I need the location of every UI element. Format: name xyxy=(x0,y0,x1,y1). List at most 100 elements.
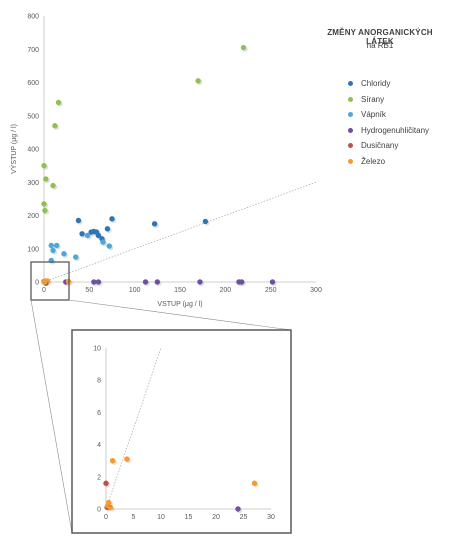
reference-line xyxy=(105,347,162,510)
x-tick-label: 100 xyxy=(129,287,141,294)
data-point xyxy=(238,279,245,285)
legend-label: Vápník xyxy=(361,110,386,120)
x-tick-label: 25 xyxy=(240,514,248,521)
series-chloridy xyxy=(75,216,210,243)
data-point xyxy=(202,218,209,225)
x-tick-label: 50 xyxy=(85,287,93,294)
x-tick-label: 0 xyxy=(42,287,46,294)
x-tick-label: 15 xyxy=(185,514,193,521)
data-point xyxy=(84,232,91,239)
data-point xyxy=(195,78,201,84)
reference-line xyxy=(43,181,317,283)
data-point xyxy=(197,279,203,285)
data-point xyxy=(41,201,47,207)
data-point xyxy=(151,221,158,227)
y-tick-label: 8 xyxy=(97,378,101,385)
data-point xyxy=(79,231,85,237)
x-tick-label: 0 xyxy=(104,514,108,521)
legend-item-chloridy: Chloridy xyxy=(348,76,429,92)
x-tick-label: 30 xyxy=(267,514,275,521)
data-point xyxy=(109,216,115,222)
zoom-region-box xyxy=(30,261,70,301)
y-tick-label: 10 xyxy=(93,346,101,353)
legend: Chloridy Sírany Vápník Hydrogenuhličitan… xyxy=(348,76,429,169)
data-point xyxy=(124,456,130,462)
data-point xyxy=(55,99,62,106)
data-point xyxy=(95,279,102,285)
series-sírany xyxy=(41,44,248,215)
x-tick-label: 10 xyxy=(157,514,165,521)
data-point xyxy=(50,182,56,189)
data-point xyxy=(91,279,97,285)
x-tick-label: 20 xyxy=(212,514,220,521)
legend-marker-icon xyxy=(348,112,353,118)
series-hydrogenuhličitany xyxy=(235,506,243,514)
legend-marker-icon xyxy=(348,143,353,149)
data-point xyxy=(95,232,102,239)
data-point xyxy=(103,480,109,486)
legend-item-dusicnany: Dusičnany xyxy=(348,138,429,154)
zoom-callout xyxy=(30,261,292,534)
data-point xyxy=(104,226,111,232)
data-point xyxy=(42,279,48,285)
x-tick-label: 150 xyxy=(174,287,186,294)
data-point xyxy=(53,242,60,249)
series-železo xyxy=(104,456,259,512)
data-point xyxy=(109,458,116,464)
y-tick-label: 200 xyxy=(27,213,39,220)
legend-marker-icon xyxy=(348,127,353,133)
series-vápník xyxy=(48,232,114,265)
legend-marker-icon xyxy=(348,81,353,87)
data-point xyxy=(61,251,67,257)
chart-subtitle: na RB1 xyxy=(366,41,394,50)
y-tick-label: 6 xyxy=(97,410,101,417)
data-point xyxy=(240,44,247,51)
chart-title: ZMĚNY ANORGANICKÝCH LÁTEK xyxy=(327,28,433,46)
legend-label: Dusičnany xyxy=(361,141,399,151)
legend-item-sirany: Sírany xyxy=(348,92,429,108)
legend-label: Hydrogenuhličitany xyxy=(361,125,430,135)
legend-label: Sírany xyxy=(361,94,385,104)
data-point xyxy=(48,242,54,249)
legend-label: Železo xyxy=(361,156,386,166)
y-tick-label: 0 xyxy=(35,280,39,287)
inset-scatter-plot: 0 5 10 15 20 25 30 0 2 4 6 8 10 xyxy=(93,346,275,522)
y-tick-label: 2 xyxy=(97,474,101,481)
data-point xyxy=(154,279,161,285)
x-tick-label: 250 xyxy=(265,287,277,294)
x-axis-title: VSTUP (μg / l) xyxy=(157,301,202,308)
legend-item-vapnik: Vápník xyxy=(348,107,429,123)
data-point xyxy=(73,254,79,260)
legend-marker-icon xyxy=(348,158,353,164)
y-tick-label: 600 xyxy=(27,80,39,87)
y-tick-label: 300 xyxy=(27,180,39,187)
y-tick-label: 700 xyxy=(27,47,39,54)
legend-label: Chloridy xyxy=(361,79,391,89)
y-axis-title: VÝSTUP (μg / l) xyxy=(9,124,18,174)
x-tick-label: 200 xyxy=(219,287,231,294)
data-point xyxy=(50,247,56,254)
x-tick-label: 300 xyxy=(310,287,322,294)
data-point xyxy=(52,123,58,129)
y-tick-label: 4 xyxy=(97,442,101,449)
series-hydrogenuhličitany xyxy=(63,279,277,287)
legend-item-hydrogenuhlicitany: Hydrogenuhličitany xyxy=(348,123,429,139)
y-tick-label: 500 xyxy=(27,113,39,120)
data-point xyxy=(75,217,82,224)
main-scatter-plot: 0 50 100 150 200 250 300 0 100 200 300 400 500 600 700… xyxy=(9,14,322,309)
y-tick-label: 100 xyxy=(27,246,39,253)
y-tick-label: 400 xyxy=(27,147,39,154)
data-point xyxy=(43,176,49,182)
data-point xyxy=(106,243,112,249)
data-point xyxy=(107,504,114,511)
data-point xyxy=(106,499,112,506)
y-tick-label: 0 xyxy=(97,507,101,514)
series-železo xyxy=(41,278,73,287)
legend-marker-icon xyxy=(348,96,353,102)
data-point xyxy=(41,162,47,169)
data-point xyxy=(42,207,48,214)
zoom-panel-frame xyxy=(71,329,292,534)
zoom-connector-left xyxy=(30,299,73,534)
legend-item-zelezo: Železo xyxy=(348,154,429,170)
